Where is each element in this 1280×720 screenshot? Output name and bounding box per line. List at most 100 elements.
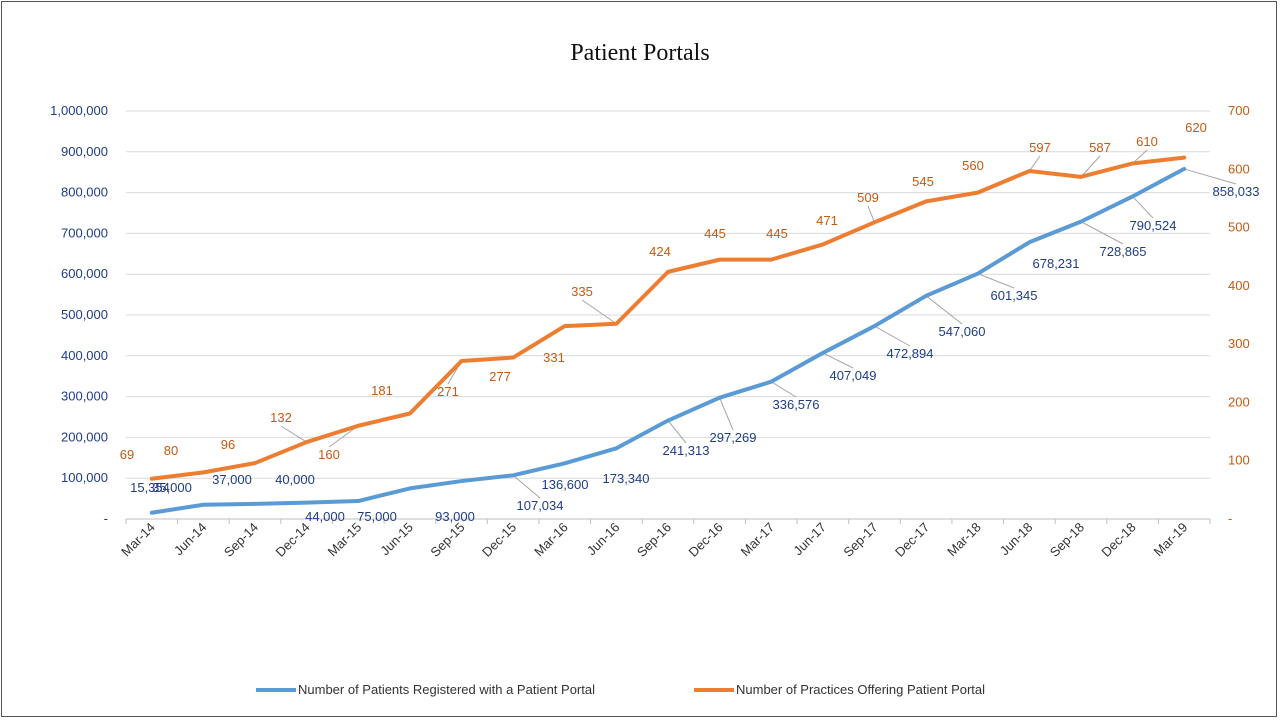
patients-data-label: 44,000: [305, 509, 345, 524]
y-left-tick-label: 400,000: [61, 348, 108, 363]
label-leader-line: [925, 295, 963, 325]
label-leader-line: [719, 397, 734, 431]
patients-data-label: 15,354: [130, 480, 170, 495]
y-left-tick-label: 300,000: [61, 389, 108, 404]
label-leader-line: [770, 381, 797, 398]
label-leader-line: [280, 425, 307, 443]
x-tick-label: Mar-19: [1151, 520, 1191, 560]
practices-data-label: 335: [571, 284, 593, 299]
patients-data-label: 472,894: [887, 346, 934, 361]
legend-swatch-practices: [694, 687, 734, 692]
patients-data-label: 601,345: [991, 288, 1038, 303]
y-right-tick-label: 700: [1228, 103, 1250, 118]
chart-title: Patient Portals: [570, 40, 710, 66]
y-left-tick-label: 700,000: [61, 225, 108, 240]
legend-item-patients: Number of Patients Registered with a Pat…: [256, 682, 595, 697]
axes: - 100,000 200,000 300,000 400,000 500,000 600,…: [50, 103, 1250, 560]
x-tick-label: Sep-18: [1047, 520, 1087, 560]
practices-data-label: 69: [120, 447, 134, 462]
practices-data-label: 587: [1089, 140, 1111, 155]
x-tick-label: Mar-18: [944, 520, 984, 560]
practices-data-label: 160: [318, 447, 340, 462]
practices-data-label: 471: [816, 213, 838, 228]
label-leader-line: [1080, 155, 1101, 178]
patients-data-label: 173,340: [603, 471, 650, 486]
x-tick-label: Dec-17: [892, 520, 932, 560]
label-leader-line: [874, 325, 911, 347]
y-right-tick-label: -: [1228, 511, 1232, 526]
practices-data-label: 597: [1029, 140, 1051, 155]
y-left-tick-label: -: [104, 511, 108, 526]
patients-data-label: 136,600: [542, 477, 589, 492]
patients-data-label: 678,231: [1033, 256, 1080, 271]
patients-data-label: 297,269: [710, 430, 757, 445]
x-tick-label: Mar-15: [325, 520, 365, 560]
legend: Number of Patients Registered with a Pat…: [0, 682, 1280, 702]
patients-data-label: 407,049: [830, 368, 877, 383]
patients-data-label: 336,576: [773, 397, 820, 412]
practices-data-label: 132: [270, 410, 292, 425]
y-left-tick-label: 200,000: [61, 429, 108, 444]
patients-data-label: 40,000: [275, 472, 315, 487]
label-leader-line: [822, 352, 854, 369]
practices-data-label: 445: [704, 226, 726, 241]
practices-data-label: 560: [962, 158, 984, 173]
patients-data-label: 35,000: [152, 480, 192, 495]
practices-data-label: 424: [649, 244, 671, 259]
x-tick-label: Sep-14: [221, 520, 261, 560]
patients-data-label: 107,034: [517, 498, 564, 513]
x-tick-label: Sep-15: [427, 520, 467, 560]
x-tick-label: Jun-17: [790, 520, 829, 559]
gridlines: [126, 110, 1210, 520]
x-tick-label: Mar-17: [738, 520, 778, 560]
patients-series-line: [149, 166, 1187, 515]
legend-label-patients: Number of Patients Registered with a Pat…: [298, 682, 595, 697]
label-leader-line: [1184, 168, 1237, 185]
x-tick-label: Sep-17: [840, 520, 880, 560]
y-right-tick-label: 100: [1228, 453, 1250, 468]
y-left-tick-label: 800,000: [61, 185, 108, 200]
y-right-tick-label: 200: [1228, 394, 1250, 409]
y-right-tick-label: 300: [1228, 336, 1250, 351]
practices-data-label: 331: [543, 350, 565, 365]
practices-data-label: 620: [1185, 120, 1207, 135]
x-tick-label: Jun-14: [171, 520, 210, 559]
x-tick-label: Mar-16: [531, 520, 571, 560]
x-tick-label: Jun-16: [584, 520, 623, 559]
practices-data-label: 271: [437, 384, 459, 399]
patients-data-label: 858,033: [1213, 184, 1260, 199]
series-lines: [149, 155, 1187, 515]
x-tick-label: Dec-18: [1098, 520, 1138, 560]
practices-data-label: 509: [857, 190, 879, 205]
label-leader-line: [512, 474, 541, 499]
y-right-tick-label: 500: [1228, 220, 1250, 235]
label-leader-line: [1028, 155, 1041, 172]
x-tick-label: Dec-15: [479, 520, 519, 560]
label-leader-line: [1132, 196, 1154, 219]
patients-data-label: 790,524: [1130, 218, 1177, 233]
practices-data-label: 80: [164, 443, 178, 458]
label-leader-line: [581, 299, 617, 325]
patients-data-label: 75,000: [357, 509, 397, 524]
label-leaders: [280, 149, 1237, 499]
label-leader-line: [667, 420, 687, 444]
y-left-tick-label: 1,000,000: [50, 103, 108, 118]
y-left-tick-label: 500,000: [61, 307, 108, 322]
y-left-tick-label: 600,000: [61, 266, 108, 281]
x-tick-label: Dec-14: [273, 520, 313, 560]
legend-swatch-patients: [256, 687, 296, 692]
practices-data-label: 610: [1136, 134, 1158, 149]
practices-data-label: 445: [766, 226, 788, 241]
y-left-tick-label: 100,000: [61, 470, 108, 485]
patients-data-label: 728,865: [1100, 244, 1147, 259]
patients-data-label: 37,000: [212, 472, 252, 487]
patients-data-label: 93,000: [435, 509, 475, 524]
x-tick-label: Jun-18: [997, 520, 1036, 559]
legend-item-practices: Number of Practices Offering Patient Por…: [694, 682, 985, 697]
patients-data-label: 547,060: [939, 324, 986, 339]
practices-data-label: 545: [912, 174, 934, 189]
legend-label-practices: Number of Practices Offering Patient Por…: [736, 682, 986, 697]
